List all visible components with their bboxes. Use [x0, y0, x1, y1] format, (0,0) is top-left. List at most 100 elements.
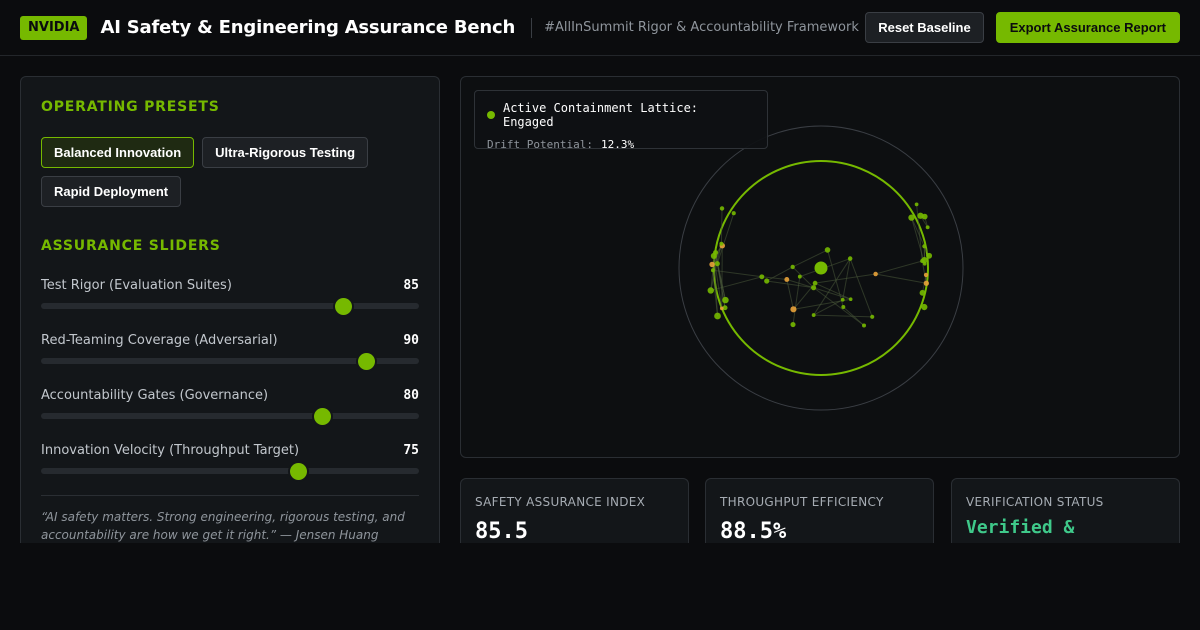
slider-label: Test Rigor (Evaluation Suites) — [41, 277, 232, 293]
lattice-node — [709, 261, 715, 268]
outer-boundary-ring — [678, 125, 964, 411]
lattice-node — [926, 252, 933, 259]
lattice-edge — [786, 279, 794, 310]
lattice-node — [870, 314, 875, 319]
metric-value: 88.5% — [720, 519, 787, 543]
slider-red-teaming: Red-Teaming Coverage (Adversarial) 90 — [41, 331, 419, 370]
lattice-node — [790, 321, 796, 328]
slider-thumb[interactable] — [334, 297, 352, 315]
lattice-edge — [813, 287, 865, 326]
metric-verification-status: VERIFICATION STATUS Verified & — [951, 478, 1180, 543]
slider-track[interactable] — [41, 352, 419, 370]
status-dot-icon — [487, 111, 495, 119]
slider-label: Red-Teaming Coverage (Adversarial) — [41, 332, 278, 348]
lattice-node — [707, 287, 714, 294]
lattice-node — [922, 261, 927, 266]
brand-badge: NVIDIA — [20, 15, 88, 40]
lattice-node — [719, 241, 724, 246]
lattice-edge — [716, 263, 726, 301]
containment-lattice-view[interactable]: Active Containment Lattice: Engaged Drif… — [460, 76, 1180, 458]
lattice-status-label: Active Containment Lattice: Engaged — [502, 101, 699, 129]
lattice-node — [719, 306, 724, 311]
lattice-node — [922, 244, 927, 249]
slider-value: 90 — [403, 332, 419, 348]
slider-thumb[interactable] — [357, 352, 375, 370]
slider-track[interactable] — [41, 462, 419, 480]
slider-track[interactable] — [41, 407, 419, 425]
lattice-node — [714, 312, 721, 320]
lattice-edge — [766, 280, 814, 289]
metric-label: SAFETY ASSURANCE INDEX — [475, 495, 646, 509]
lattice-node — [784, 277, 790, 282]
lattice-node — [811, 285, 817, 291]
lattice-core-node — [814, 261, 828, 275]
lattice-edge — [815, 273, 876, 284]
lattice-node — [847, 256, 853, 261]
lattice-node — [722, 296, 729, 304]
lattice-node — [790, 264, 795, 270]
lattice-node — [714, 261, 720, 267]
lattice-edge — [720, 208, 723, 244]
preset-balanced-innovation[interactable]: Balanced Innovation — [41, 137, 195, 168]
lattice-edge — [842, 258, 851, 300]
slider-accountability-gates: Accountability Gates (Governance) 80 — [41, 386, 419, 425]
drift-label: Drift Potential: — [487, 138, 593, 151]
slider-track[interactable] — [41, 297, 419, 315]
lattice-node — [731, 211, 736, 216]
lattice-canvas — [678, 125, 964, 411]
lattice-node — [812, 280, 818, 286]
lattice-node — [710, 252, 717, 260]
lattice-edge — [710, 276, 762, 291]
slider-value: 85 — [403, 277, 419, 293]
sliders-title: ASSURANCE SLIDERS — [41, 238, 221, 254]
lattice-node — [848, 297, 853, 302]
quote-text: “AI safety matters. Strong engineering, … — [41, 510, 405, 542]
lattice-node — [873, 271, 878, 277]
quote-divider — [41, 495, 419, 496]
slider-test-rigor: Test Rigor (Evaluation Suites) 85 — [41, 276, 419, 315]
header-tagline: #AllInSummit Rigor & Accountability Fram… — [544, 20, 859, 35]
metric-value: Verified & — [966, 517, 1075, 538]
metric-value: 85.5 — [475, 519, 528, 543]
reset-baseline-button[interactable]: Reset Baseline — [865, 12, 984, 43]
lattice-node — [759, 274, 765, 280]
preset-rapid-deployment[interactable]: Rapid Deployment — [41, 176, 182, 207]
app-title: AI Safety & Engineering Assurance Bench — [100, 17, 516, 38]
lattice-node — [923, 280, 929, 286]
lattice-edge — [792, 249, 828, 268]
metric-throughput-efficiency: THROUGHPUT EFFICIENCY 88.5% — [705, 478, 934, 543]
slider-label: Innovation Velocity (Throughput Target) — [41, 442, 300, 458]
lattice-node — [824, 247, 831, 253]
slider-innovation-velocity: Innovation Velocity (Throughput Target) … — [41, 441, 419, 480]
lattice-edge — [712, 269, 762, 278]
slider-label: Accountability Gates (Governance) — [41, 387, 269, 403]
lattice-edge — [875, 273, 927, 284]
lattice-edge — [849, 258, 873, 318]
lattice-node — [861, 323, 867, 328]
lattice-node — [790, 306, 797, 313]
preset-ultra-rigorous-testing[interactable]: Ultra-Rigorous Testing — [202, 137, 369, 168]
metric-label: VERIFICATION STATUS — [966, 495, 1104, 509]
lattice-node — [811, 313, 816, 317]
lattice-edge — [792, 266, 814, 289]
export-report-button[interactable]: Export Assurance Report — [995, 12, 1180, 43]
header-divider — [531, 17, 533, 38]
lattice-node — [914, 202, 919, 207]
slider-thumb[interactable] — [314, 407, 332, 425]
lattice-edge — [761, 276, 787, 280]
drift-value: 12.3% — [600, 138, 635, 151]
lattice-edge — [813, 314, 873, 318]
lattice-node — [710, 268, 715, 273]
lattice-node — [923, 272, 929, 278]
lattice-node — [764, 278, 770, 284]
lattice-node — [921, 303, 928, 311]
slider-value: 75 — [403, 442, 419, 458]
lattice-node — [840, 297, 845, 302]
lattice-status-hud: Active Containment Lattice: Engaged Drif… — [474, 90, 768, 151]
slider-thumb[interactable] — [289, 462, 307, 480]
lattice-edge — [713, 255, 719, 317]
lattice-edge — [813, 299, 843, 316]
lattice-edge — [792, 276, 801, 325]
lattice-node — [920, 258, 925, 264]
lattice-node — [719, 206, 725, 211]
